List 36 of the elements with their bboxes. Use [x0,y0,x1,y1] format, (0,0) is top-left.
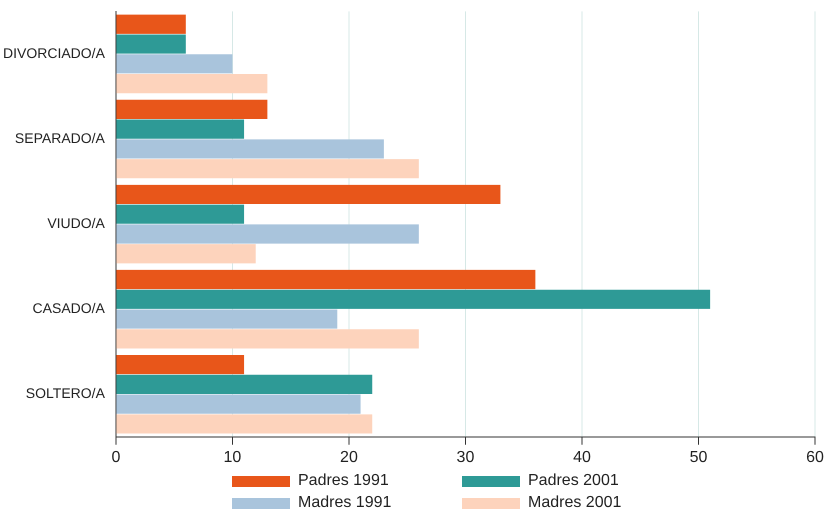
x-tick-label: 50 [690,448,708,466]
x-tick-label: 30 [456,448,474,466]
bar [116,354,244,374]
bar [116,100,268,119]
x-tick-label: 10 [224,448,242,466]
legend-label: Padres 2001 [528,472,619,490]
y-tick-label: DIVORCIADO/A [2,44,106,61]
bar [116,414,372,434]
bar [116,159,419,178]
bar [116,309,338,329]
bar [116,120,244,139]
y-tick-label: VIUDO/A [47,214,106,231]
bar [116,290,710,309]
x-tick-label: 20 [340,448,358,466]
bar [116,204,244,224]
legend-label: Padres 1991 [298,472,389,490]
bar [116,394,361,414]
bar [116,329,419,348]
x-tick-label: 0 [111,448,120,466]
bar [116,374,372,394]
y-tick-label: SEPARADO/A [14,130,106,146]
bar [116,54,232,74]
bar [116,14,186,34]
bar [116,74,268,94]
bar [116,34,186,54]
y-tick-label: SOLTERO/A [26,385,106,402]
x-tick-label: 60 [806,448,824,466]
bar [116,270,536,290]
bar [116,224,419,244]
y-tick-label: CASADO/A [32,300,106,316]
x-tick-label: 40 [573,448,591,466]
legend-label: Madres 1991 [298,494,392,512]
bar [116,184,500,204]
bar [116,139,384,159]
legend-label: Madres 2001 [528,494,622,512]
bar [116,244,256,264]
